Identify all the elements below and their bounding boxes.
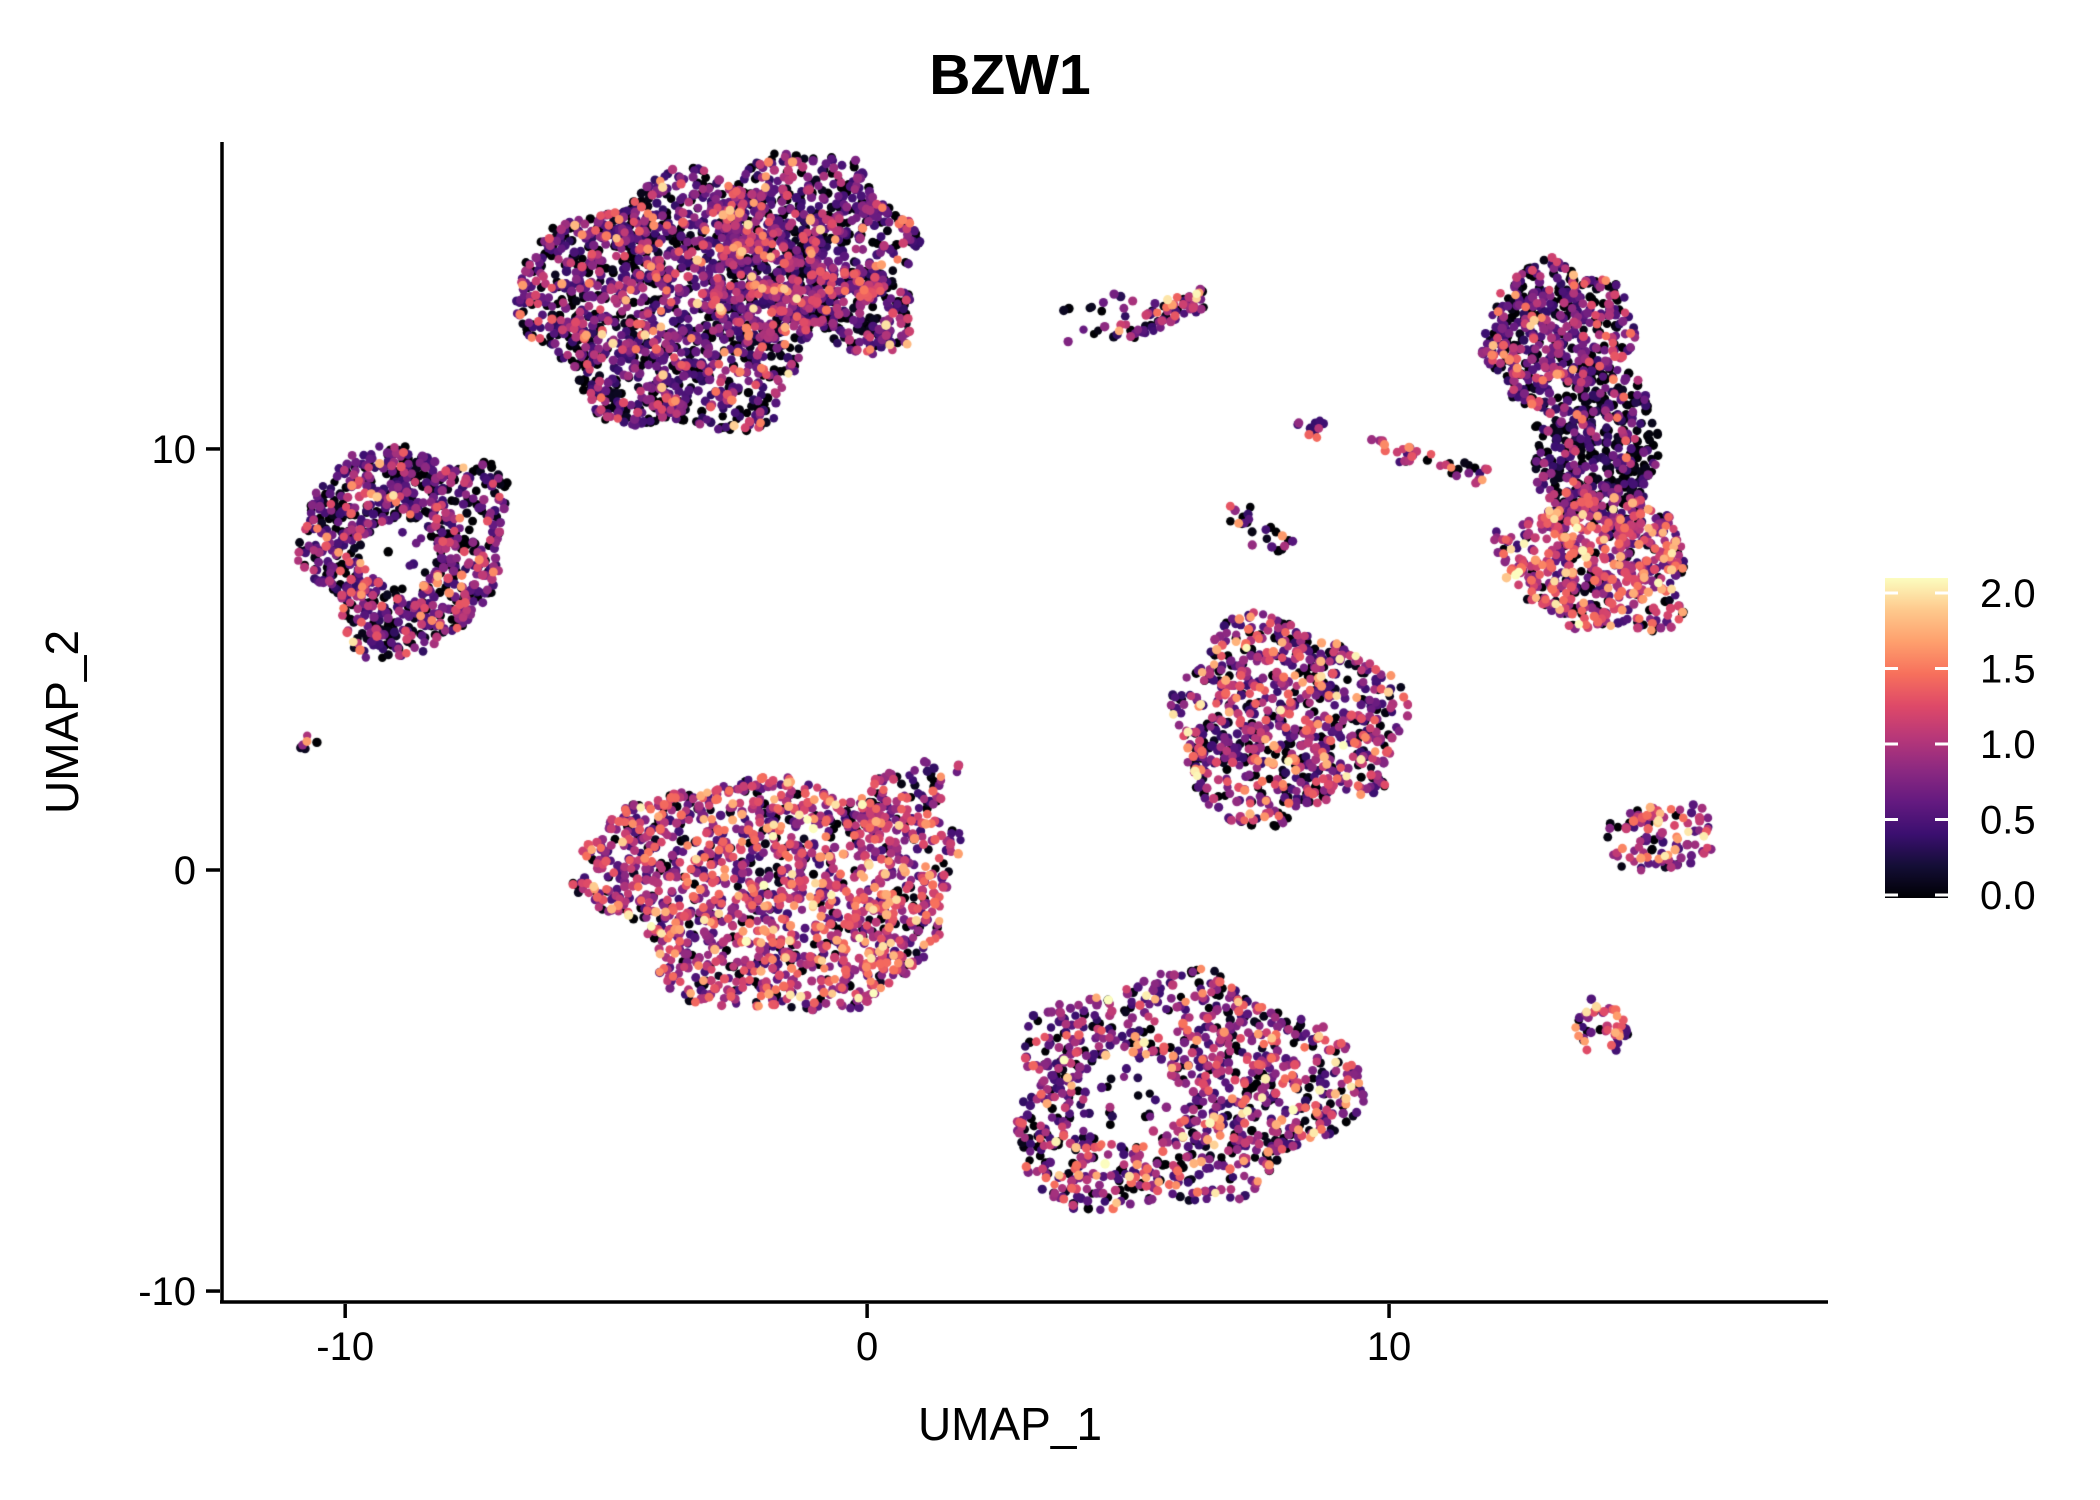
- x-axis-ticks: [343, 1304, 1391, 1318]
- y-tick-label: -10: [138, 1270, 196, 1314]
- colorbar-tick-label: 1.0: [1980, 723, 2036, 767]
- plot-title: BZW1: [929, 43, 1090, 107]
- colorbar-gradient: [1885, 578, 1948, 898]
- y-tick-label: 10: [152, 428, 197, 472]
- x-tick-label: -10: [316, 1325, 374, 1369]
- colorbar-tick-label: 1.5: [1980, 648, 2036, 692]
- x-axis-title: UMAP_1: [918, 1398, 1102, 1450]
- colorbar-tick-labels: 2.0 1.5 1.0 0.5 0.0: [1980, 572, 2036, 918]
- y-axis-ticks: [206, 447, 220, 1293]
- colorbar-tick-label: 0.0: [1980, 874, 2036, 918]
- colorbar-ticks: [1885, 591, 1948, 897]
- colorbar-legend: 2.0 1.5 1.0 0.5 0.0: [1885, 572, 2036, 918]
- colorbar-tick-label: 0.5: [1980, 799, 2036, 843]
- y-tick-label: 0: [174, 849, 196, 893]
- x-tick-label: 10: [1367, 1325, 1412, 1369]
- x-axis-tick-labels: -10 0 10: [316, 1325, 1411, 1369]
- colorbar-tick-label: 2.0: [1980, 572, 2036, 616]
- x-tick-label: 0: [856, 1325, 878, 1369]
- y-axis-title: UMAP_2: [36, 630, 88, 814]
- y-axis-tick-labels: 10 0 -10: [138, 428, 196, 1314]
